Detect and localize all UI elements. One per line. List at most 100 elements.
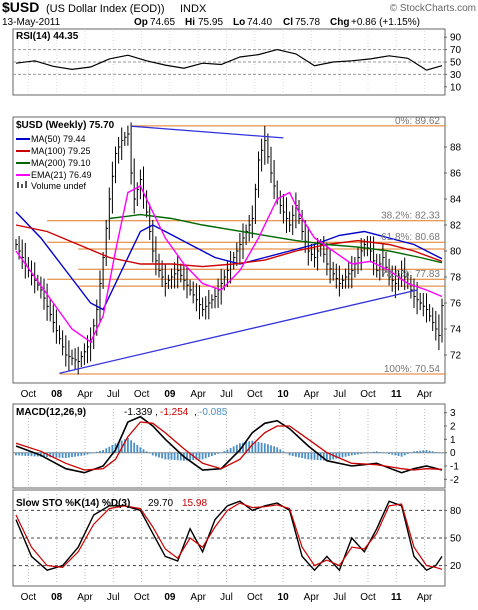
y-tick-label: 82 [450,221,462,232]
quote-line: Op 74.65 Hi 75.95 Lo 74.40 Cl 75.78 Chg +0.86… [134,17,420,28]
y-tick-label: 80 [450,247,462,258]
macd-histogram-bar [74,452,76,457]
svg-text:Chg: Chg [330,17,349,28]
macd-histogram-bar [260,442,263,453]
macd-signal-value: -1.254 [160,407,189,418]
macd-histogram-bar [123,439,126,453]
macd-histogram-bar [92,452,95,454]
macd-value: -1.339 [124,407,153,418]
macd-title: MACD(12,26,9) [16,407,86,418]
y-tick-label: 50 [450,58,462,69]
x-tick-label: 11 [391,592,402,603]
y-tick-label: 0 [450,448,456,459]
fib-label: 100%: 70.54 [384,364,441,375]
macd-histogram-bar [95,451,98,453]
fib-label: 38.2%: 82.33 [381,211,440,222]
macd-histogram-bar [239,443,241,453]
macd-histogram-bar [257,442,260,453]
macd-histogram-bar [400,452,403,457]
legend-ema21: EMA(21) 76.49 [31,170,92,180]
macd-histogram-bar [307,452,310,460]
x-tick-label: Apr [417,592,433,603]
macd-histogram-bar [391,452,394,455]
macd-histogram-bar [179,452,182,461]
legend-ma200: MA(200) 79.10 [31,158,91,168]
macd-histogram-bar [99,450,101,453]
low-value: 74.40 [247,17,272,28]
x-tick-label: Oct [360,592,376,603]
macd-histogram-bar [133,442,136,453]
macd-histogram-bar [136,445,139,453]
macd-histogram-bar [21,452,24,456]
y-tick-label: 78 [450,273,462,284]
macd-histogram-bar [419,450,422,453]
x-tick-label: Apr [304,592,320,603]
legend-ma100: MA(100) 79.25 [31,146,91,156]
macd-histogram-bar [416,451,418,453]
y-tick-label: 76 [450,299,462,310]
x-tick-label: 09 [164,389,176,400]
macd-histogram-bar [422,450,425,453]
macd-histogram-bar [148,452,151,454]
macd-histogram-bar [161,452,163,459]
y-tick-label: 1 [450,435,456,446]
price-legend: MA(50) 79.44 MA(100) 79.25 MA(200) 79.10… [16,134,92,191]
macd-histogram-bar [167,452,170,460]
macd-histogram-bar [15,452,17,456]
close-value: 75.78 [295,17,320,28]
macd-histogram-bar [105,448,108,453]
y-tick-label: 2 [450,422,456,433]
macd-histogram-bar [282,451,285,453]
y-tick-label: 70 [450,45,462,56]
sto-k-value: 29.70 [148,498,173,509]
macd-histogram-bar [425,450,428,453]
macd-histogram-bar [354,452,356,455]
macd-histogram-bar [114,443,117,453]
index-name: (US Dollar Index (EOD)) [46,3,165,15]
x-tick-label: Oct [21,389,37,400]
macd-histogram-bar [313,452,316,460]
macd-histogram-bar [18,452,20,456]
macd-histogram-bar [316,452,319,460]
y-tick-label: 74 [450,325,462,336]
x-tick-label: Apr [190,592,206,603]
macd-histogram-bar [295,452,297,457]
macd-histogram-bar [64,452,67,458]
macd-histogram-bar [158,452,160,458]
macd-histogram-bar [80,452,83,456]
macd-histogram-bar [267,444,269,453]
y-tick-label: 90 [450,33,462,44]
macd-histogram-bar [223,451,226,453]
macd-histogram-bar [385,452,387,454]
macd-histogram-bar [388,452,390,454]
ma100-line [15,224,443,268]
macd-histogram-bar [326,452,328,461]
macd-histogram-bar [89,452,92,454]
macd-histogram-bar [338,452,341,458]
macd-histogram-bar [155,452,157,457]
macd-histogram-bar [310,452,313,460]
y-tick-label: 86 [450,169,462,180]
svg-text:Cl: Cl [283,17,293,28]
macd-histogram-bar [139,447,142,453]
chart-date: 13-May-2011 [2,17,61,28]
y-tick-label: -2 [450,475,459,486]
y-tick-label: 50 [450,534,462,545]
macd-histogram-bar [117,442,120,453]
x-tick-label: Oct [360,389,376,400]
macd-histogram-bar [27,452,30,456]
macd-histogram-bar [130,440,132,453]
fib-label: 61.8%: 80.68 [381,232,440,243]
macd-histogram-bar [410,452,412,454]
change-value: +0.86 (+1.15%) [351,17,420,28]
y-tick-label: 84 [450,195,462,206]
x-tick-label: Oct [247,389,263,400]
macd-histogram-bar [55,452,58,458]
ma200-line [109,213,443,264]
macd-histogram-bar [403,452,406,456]
macd-histogram-bar [164,452,167,460]
macd-histogram-bar [232,446,235,453]
macd-histogram-bar [211,452,213,456]
